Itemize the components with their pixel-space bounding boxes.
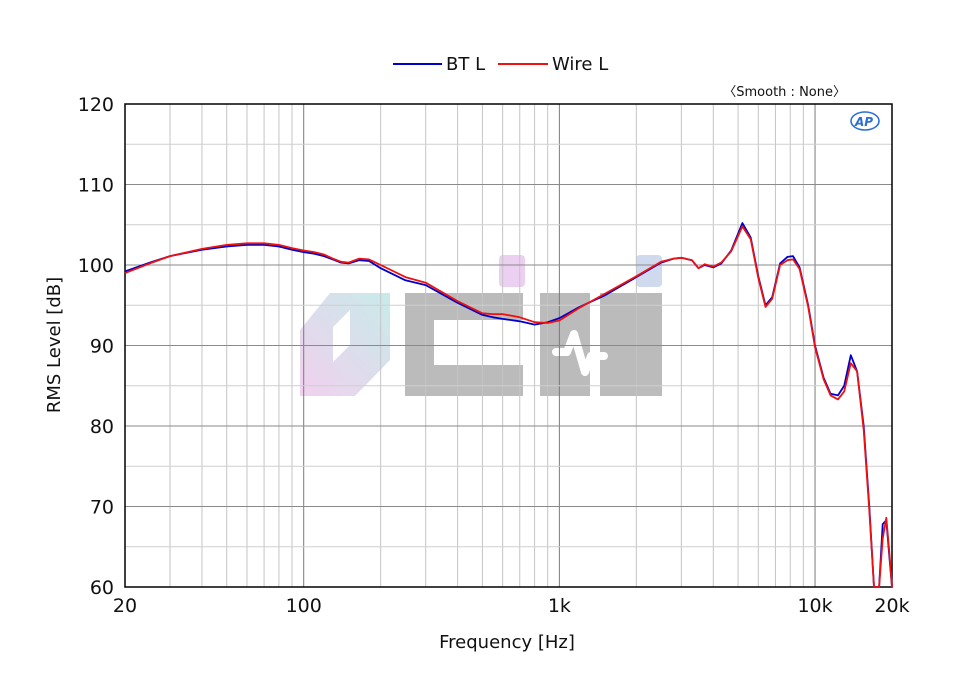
cini-watermark	[300, 255, 662, 396]
x-tick-label: 20	[113, 595, 137, 617]
y-tick-label: 90	[90, 336, 114, 358]
ap-logo: AP	[850, 111, 880, 131]
y-tick-label: 110	[78, 175, 114, 197]
x-tick-label: 10k	[797, 595, 832, 617]
legend: BT L Wire L	[393, 54, 608, 75]
legend-label-wire-l: Wire L	[552, 54, 608, 75]
x-tick-label: 100	[286, 595, 322, 617]
plot-frame	[124, 103, 893, 588]
y-tick-label: 60	[90, 577, 114, 599]
y-tick-label: 80	[90, 416, 114, 438]
series-layer	[124, 222, 893, 588]
y-axis-title: RMS Level [dB]	[44, 277, 65, 413]
x-tick-label: 20k	[874, 595, 909, 617]
smoothing-annotation: 〈Smooth : None〉	[723, 85, 846, 100]
series-line-wire-l	[124, 225, 893, 588]
y-tick-label: 100	[78, 255, 114, 277]
tick-labels: 20 100 1k 10k 20k 60 70 80 90 100 110 120	[78, 94, 910, 617]
plot-grid	[125, 104, 892, 587]
y-tick-label: 70	[90, 497, 114, 519]
svg-text:AP: AP	[854, 115, 873, 129]
x-axis-title: Frequency [Hz]	[439, 632, 575, 653]
legend-label-bt-l: BT L	[446, 54, 485, 75]
y-tick-label: 120	[78, 94, 114, 116]
x-tick-label: 1k	[548, 595, 571, 617]
